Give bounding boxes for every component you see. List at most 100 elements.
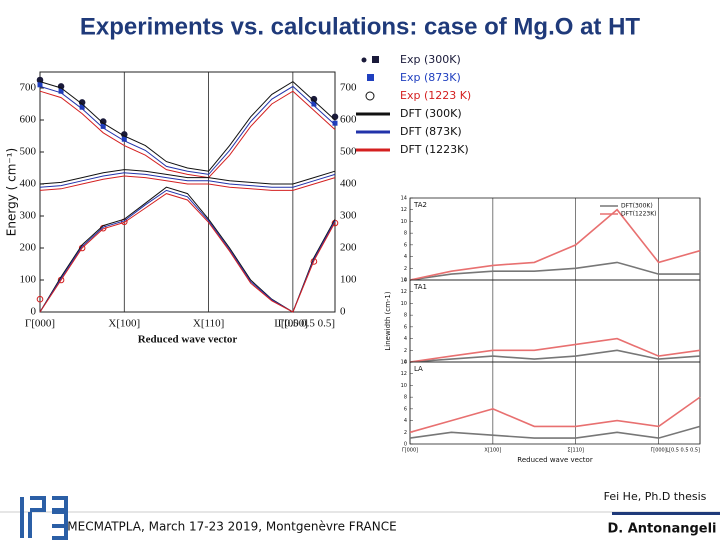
linewidth-line [409,261,700,281]
y-tick-label: 0 [404,360,407,366]
y2-tick-label: 0 [340,306,346,318]
y-tick-label: 8 [404,395,407,401]
y-tick-label: 500 [20,146,37,158]
dft-line [39,80,336,172]
y2-tick-label: 200 [340,242,357,254]
y-tick-label: 10 [401,301,407,307]
y-tick-label: 12 [401,289,407,295]
y-tick-label: 14 [401,278,407,284]
x-tick-label: L[0.5 0.5 0.5] [274,318,335,330]
exp-point [37,82,43,88]
y2-tick-label: 300 [340,210,357,222]
x-axis-label: Reduced wave vector [517,456,593,464]
x-tick-label: Γ[000] [402,448,418,454]
y2-tick-label: 700 [340,82,357,94]
legend-label: Exp (1223 K) [400,89,471,102]
panel-label: TA2 [413,201,427,209]
x-tick-label: X[110] [193,318,224,330]
y-tick-label: 10 [401,383,407,389]
y-tick-label: 6 [404,242,407,248]
x-tick-label: Γ[000] [278,318,308,330]
credit: Fei He, Ph.D thesis [604,490,707,503]
exp-point [332,120,338,126]
y-tick-label: 12 [401,371,407,377]
linewidth-chart: TA2 0 2 4 6 8 10 12 14 DFT(300K)DFT(1223K) TA1 0 2 4 6… [378,192,704,472]
y-tick-label: 0 [31,306,37,318]
linewidth-line [409,349,701,363]
y2-tick-label: 400 [340,178,357,190]
x-tick-label: L[0.5 0.5 0.5] [666,448,700,454]
y-tick-label: 200 [20,242,37,254]
y-tick-label: 4 [404,254,407,260]
y-tick-label: 400 [20,178,37,190]
y-tick-label: 600 [20,114,37,126]
x-tick-label: Γ[000] [25,318,55,330]
exp-point [36,295,44,303]
legend-marker [372,56,379,63]
y2-tick-label: 600 [340,114,357,126]
exp-point [311,101,317,107]
x-axis-label: Reduced wave vector [138,334,238,346]
legend-marker [365,91,375,101]
exp-point [58,88,64,94]
y-tick-label: 4 [404,418,407,424]
linewidth-line [409,337,701,363]
y2-tick-label: 100 [340,274,357,286]
footer-text: MECMATPLA, March 17-23 2019, Montgenèvre… [67,520,396,534]
inset-bg [378,192,704,472]
y-tick-label: 10 [401,219,407,225]
linewidth-line [409,396,701,434]
dft-line [39,169,336,185]
legend-label: DFT (300K) [400,107,462,120]
logo [20,496,68,540]
x-tick-label: X[100] [108,318,140,330]
y-tick-label: 6 [404,406,407,412]
dft-line [39,85,336,175]
x-tick-label: Γ[000] [650,448,666,454]
legend-label: DFT (1223K) [400,143,469,156]
x-tick-label: X[100] [484,448,501,454]
exp-point [121,136,127,142]
author-bar [612,512,720,515]
exp-point [100,123,106,129]
y2-tick-label: 500 [340,146,357,158]
y-tick-label: 6 [404,324,407,330]
x-tick-label: Σ[110] [567,448,584,454]
y-tick-label: 2 [404,348,407,354]
legend-label: DFT(300K) [621,203,653,210]
dft-line [39,175,336,191]
y-tick-label: 8 [404,231,407,237]
linewidth-line [409,425,701,439]
dft-line [39,90,336,179]
y-tick-label: 14 [401,360,407,366]
y-tick-label: 2 [404,430,407,436]
legend-label: Exp (300K) [400,53,461,66]
linewidth-line [409,208,701,281]
author: D. Antonangeli [607,522,716,537]
slide-title: Experiments vs. calculations: case of Mg… [80,13,641,40]
y-axis-label: Linewidth (cm-1) [384,291,392,350]
exp-point [331,219,339,227]
y-tick-label: 12 [401,207,407,213]
legend-marker [367,74,374,81]
y-tick-label: 100 [20,274,37,286]
dft-line [39,172,336,188]
y-tick-label: 300 [20,210,37,222]
y-tick-label: 700 [20,82,37,94]
y-tick-label: 14 [401,196,407,202]
legend-label: Exp (873K) [400,71,461,84]
y-tick-label: 2 [404,266,407,272]
y-tick-label: 0 [404,278,407,284]
legend-label: DFT (873K) [400,125,462,138]
legend-label: DFT(1223K) [621,211,657,218]
dft-line [39,189,336,313]
y-tick-label: 8 [404,313,407,319]
panel-label: LA [414,365,423,373]
y-axis-label: Energy ( cm⁻¹) [5,148,19,236]
exp-point [79,104,85,110]
y-tick-label: 0 [404,442,407,448]
y-tick-label: 4 [404,336,407,342]
panel-label: TA1 [413,283,427,291]
